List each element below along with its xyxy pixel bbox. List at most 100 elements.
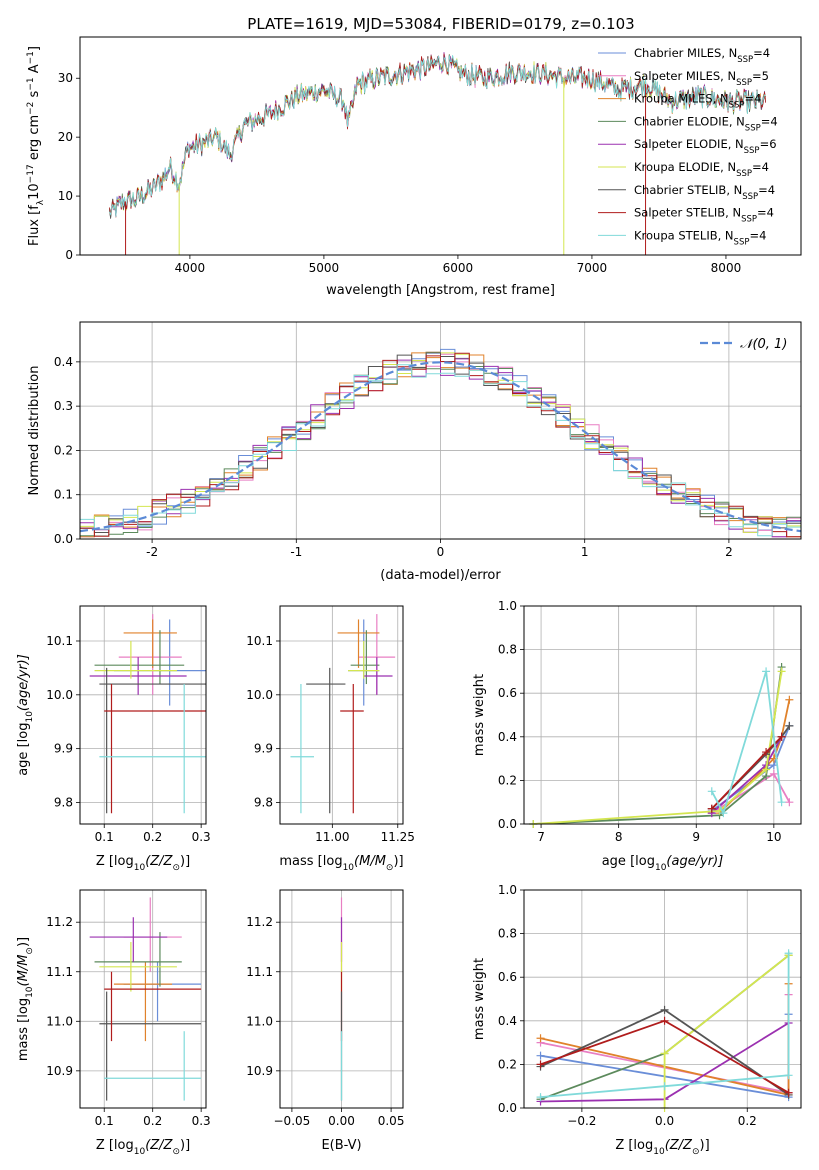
y-tick-label: 0.4	[498, 1014, 517, 1028]
x-axis-label-part: ⊙	[386, 863, 394, 873]
legend-label-n: =6	[760, 137, 777, 151]
weight-point-marker	[785, 695, 794, 704]
y-axis-label-part: ⊙	[25, 947, 35, 955]
legend-label: Kroupa ELODIE, NSSP=4	[634, 160, 769, 179]
histogram-salpeter-stelib	[80, 352, 801, 538]
y-axis-label-part: λ	[36, 199, 46, 205]
x-tick-label: 0.2	[143, 1114, 162, 1128]
y-tick-label: 10.0	[246, 688, 273, 702]
y-tick-label: 0.2	[498, 1057, 517, 1071]
legend-label-sub: SSP	[742, 192, 758, 202]
y-axis-label-part: (M/M	[16, 955, 31, 987]
x-tick-label: 0	[437, 545, 445, 559]
x-axis-label: wavelength [Angstrom, rest frame]	[326, 283, 555, 298]
weight-point-marker	[784, 949, 793, 958]
x-axis-label: Z [log10(Z/Z⊙)]	[96, 854, 190, 873]
weight-line-salpeter-stelib	[711, 736, 783, 810]
axes-frame	[79, 36, 802, 256]
weight-point-marker	[536, 1060, 545, 1069]
x-tick-label: 5000	[309, 261, 340, 275]
weight-point-marker	[719, 809, 728, 818]
y-tick-label: 0.0	[54, 532, 73, 546]
y-tick-label: 1.0	[498, 599, 517, 613]
x-tick-label: 0.0	[655, 1114, 674, 1128]
x-tick-label: 7000	[577, 261, 608, 275]
y-axis-label-part: (age/yr)]	[16, 654, 31, 711]
y-axis-label: Normed distribution	[27, 366, 42, 496]
mass-vs-metallicity-panel: 0.1 0.2 0.310.911.011.111.2Z [log10(Z/Z⊙)]…	[16, 889, 211, 1157]
weight-line-kroupa-stelib	[711, 671, 783, 816]
x-tick-label: −0.05	[274, 1114, 311, 1128]
y-tick-label: 1.0	[498, 883, 517, 897]
y-tick-label: 0.4	[498, 730, 517, 744]
legend-label-n: =4	[758, 183, 775, 197]
x-axis-label-part: 10	[655, 863, 667, 873]
x-axis-label-part: )]	[700, 1138, 710, 1153]
weight-vs-metallicity-panel: −0.2 0.0 0.2 0.0 0.2 0.4 0.6 0.8 1.0 Z [log10(Z/Z…	[472, 883, 802, 1157]
weight-point-marker	[660, 1005, 669, 1014]
x-axis-label-part: Z [log	[96, 854, 134, 869]
x-tick-label: 0.3	[192, 830, 211, 844]
y-tick-label: 0.2	[54, 443, 73, 457]
x-tick-label: 11.25	[381, 830, 415, 844]
legend-label-name: Chabrier STELIB, N	[634, 183, 742, 197]
y-tick-label: 0.1	[54, 488, 73, 502]
weight-point-marker	[536, 1051, 545, 1060]
figure-title: PLATE=1619, MJD=53084, FIBERID=0179, z=0…	[247, 15, 634, 33]
legend-label-name: Kroupa STELIB, N	[634, 228, 734, 242]
x-tick-label: 2	[725, 545, 733, 559]
legend-label-sub: SSP	[736, 78, 752, 88]
x-axis-label-part: )]	[393, 854, 403, 869]
y-axis-label-part: mass [log	[16, 998, 31, 1061]
x-axis-label-part: (age/yr)]	[666, 854, 723, 869]
legend-label-sub: SSP	[737, 55, 753, 65]
x-tick-label: 0.1	[95, 1114, 114, 1128]
weight-point-marker	[660, 1049, 669, 1058]
x-tick-label: -1	[290, 545, 302, 559]
y-tick-label: 11.1	[46, 965, 73, 979]
y-tick-label: 11.1	[246, 965, 273, 979]
y-axis-label-part: age [log	[16, 723, 31, 776]
y-tick-label: 20	[58, 130, 73, 144]
x-tick-label: 7	[537, 830, 545, 844]
weight-point-marker	[536, 1093, 545, 1102]
weight-line-kroupa-elodie	[533, 671, 783, 824]
legend-label: 𝒩(0, 1)	[740, 337, 787, 352]
x-tick-label: 1	[581, 545, 589, 559]
legend-label-sub: SSP	[736, 169, 752, 179]
x-tick-label: 0.1	[95, 830, 114, 844]
y-axis-label-part: 10	[25, 711, 35, 723]
y-tick-label: 0.3	[54, 399, 73, 413]
x-axis-label-part: 10	[653, 1147, 665, 1157]
weight-point-marker	[762, 765, 771, 774]
x-tick-label: 0.2	[738, 1114, 757, 1128]
y-tick-label: 11.2	[246, 915, 273, 929]
legend-label-n: =4	[753, 46, 770, 60]
x-axis-label-part: ⊙	[172, 1147, 180, 1157]
x-tick-label: 6000	[443, 261, 474, 275]
x-axis-label-part: (M/M	[354, 854, 386, 869]
weight-point-marker	[785, 721, 794, 730]
x-axis-label-part: 10	[134, 1147, 146, 1157]
weight-line-kroupa-stelib	[540, 953, 790, 1098]
y-tick-label: 9.9	[254, 742, 273, 756]
y-tick-label: 10.1	[246, 634, 273, 648]
x-axis-label-part: 10	[134, 863, 146, 873]
weight-point-marker	[660, 1082, 669, 1091]
age-vs-metallicity-panel: 0.1 0.2 0.39.89.910.010.1Z [log10(Z/Z⊙)]ag…	[16, 605, 211, 873]
y-axis-label-part: s	[27, 90, 42, 101]
y-axis-label: mass weight	[472, 674, 487, 756]
y-axis-label: mass [log10(M/M⊙)]	[16, 937, 35, 1061]
y-tick-label: 0.4	[54, 355, 73, 369]
y-tick-label: 0.6	[498, 970, 517, 984]
legend-label: Chabrier MILES, NSSP=4	[634, 46, 770, 65]
x-axis-label-part: (Z/Z	[145, 854, 173, 869]
axes-frame	[523, 605, 802, 825]
y-tick-label: 9.8	[254, 795, 273, 809]
x-axis-label-part: mass [log	[279, 854, 342, 869]
mass-vs-extinction-panel: −0.05 0.00 0.05 10.9 11.0 11.1 11.2 E(B-V)	[246, 889, 405, 1153]
y-axis-label: mass weight	[472, 958, 487, 1040]
y-tick-label: 0.2	[498, 773, 517, 787]
x-tick-label: 0.05	[378, 1114, 405, 1128]
weight-point-marker	[536, 1034, 545, 1043]
